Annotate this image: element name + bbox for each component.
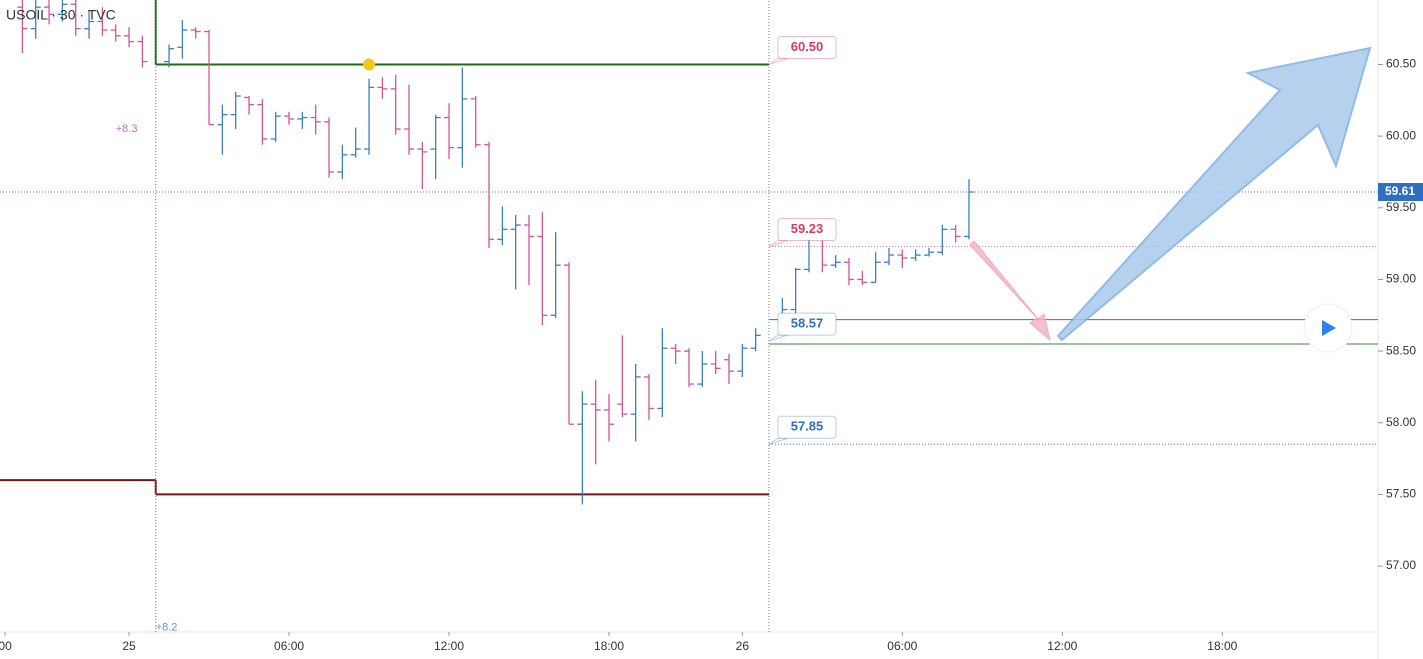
y-tick-label: 60.50 bbox=[1386, 57, 1416, 71]
play-icon bbox=[1322, 320, 1336, 336]
y-tick-label: 60.00 bbox=[1386, 128, 1416, 142]
chart-title: USOIL · 30 · TVC bbox=[6, 7, 116, 23]
x-tick-label: 06:00 bbox=[274, 639, 304, 653]
y-tick-label: 57.50 bbox=[1386, 487, 1416, 501]
y-tick-label: 58.50 bbox=[1386, 343, 1416, 357]
callout-box bbox=[777, 312, 837, 336]
y-tick-label: 58.00 bbox=[1386, 415, 1416, 429]
y-tick-label: 59.00 bbox=[1386, 272, 1416, 286]
marker-dot bbox=[363, 58, 376, 71]
callout-box bbox=[777, 217, 837, 241]
note: +8.2 bbox=[156, 622, 178, 634]
x-tick-label: 06:00 bbox=[887, 639, 917, 653]
callout-box bbox=[777, 35, 837, 59]
x-tick-label: 26 bbox=[736, 639, 750, 653]
callout-box bbox=[768, 57, 789, 65]
down-arrow bbox=[969, 240, 1051, 342]
x-tick-label: 00 bbox=[0, 639, 12, 653]
callout-label: 57.85 bbox=[791, 419, 824, 434]
callout-box bbox=[777, 415, 837, 439]
last-price-label: 59.61 bbox=[1385, 184, 1415, 198]
note: +8.3 bbox=[116, 123, 138, 135]
x-tick-label: 18:00 bbox=[1207, 639, 1237, 653]
x-tick-label: 18:00 bbox=[594, 639, 624, 653]
callout-label: 60.50 bbox=[791, 39, 824, 54]
callout-label: 59.23 bbox=[791, 221, 824, 236]
x-tick-label: 25 bbox=[122, 639, 136, 653]
y-tick-label: 59.50 bbox=[1386, 200, 1416, 214]
x-tick-label: 12:00 bbox=[434, 639, 464, 653]
y-tick-label: 57.00 bbox=[1386, 558, 1416, 572]
last-price-box bbox=[1378, 183, 1423, 202]
x-tick-label: 12:00 bbox=[1047, 639, 1077, 653]
callout-label: 58.57 bbox=[791, 316, 824, 331]
up-arrow bbox=[1056, 46, 1372, 342]
